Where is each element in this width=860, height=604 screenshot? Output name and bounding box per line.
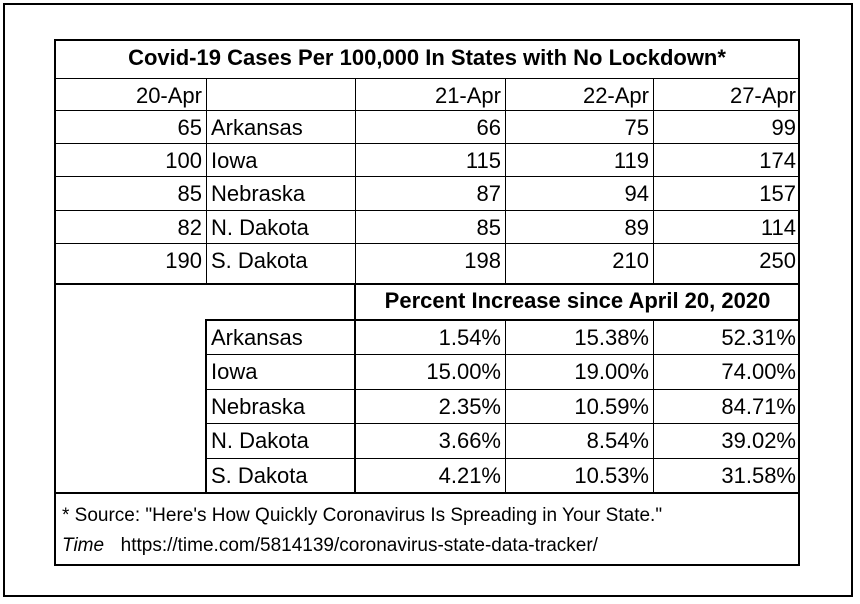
cell-state-name: S. Dakota xyxy=(211,247,308,273)
cell-percent-value: 84.71% xyxy=(721,393,796,419)
percent-state-name: Iowa xyxy=(211,359,258,385)
row-divider xyxy=(54,78,800,79)
row-divider xyxy=(54,242,800,244)
section-divider xyxy=(206,319,355,321)
cell-percent-value: 39.02% xyxy=(721,428,796,454)
column-header: 21-Apr xyxy=(434,83,501,108)
row-divider xyxy=(54,209,800,211)
cell-percent-value: 15.00% xyxy=(426,359,501,385)
row-divider xyxy=(54,176,800,178)
column-divider xyxy=(354,283,356,320)
cell-case-value: 89 xyxy=(624,214,649,240)
cell-state-name: N. Dakota xyxy=(211,214,309,240)
column-header: 27-Apr xyxy=(729,83,796,108)
cell-case-value: 198 xyxy=(464,247,501,273)
percent-state-name: N. Dakota xyxy=(211,428,309,454)
cell-case-value: 66 xyxy=(476,115,501,140)
row-divider xyxy=(54,143,800,145)
cell-case-value: 114 xyxy=(760,214,796,240)
table-title: Covid-19 Cases Per 100,000 In States wit… xyxy=(128,45,726,70)
percent-section-title: Percent Increase since April 20, 2020 xyxy=(384,288,771,313)
image-frame xyxy=(3,3,853,597)
cell-percent-value: 10.59% xyxy=(574,393,649,419)
source-publication: Time xyxy=(62,535,105,556)
row-divider xyxy=(206,354,800,356)
cell-state-name: Iowa xyxy=(211,148,258,174)
cell-percent-value: 15.38% xyxy=(574,325,649,350)
cell-percent-value: 2.35% xyxy=(438,393,501,419)
cell-base-value: 190 xyxy=(165,247,202,273)
source-url: https://time.com/5814139/coronavirus-sta… xyxy=(120,535,598,556)
cell-percent-value: 52.31% xyxy=(721,325,796,350)
source-url-line: Time https://time.com/5814139/coronaviru… xyxy=(62,532,598,560)
source-line: * Source: "Here's How Quickly Coronaviru… xyxy=(62,505,663,526)
cell-case-value: 157 xyxy=(759,181,796,207)
column-divider xyxy=(653,320,654,492)
cell-case-value: 174 xyxy=(759,148,796,174)
column-header: 20-Apr xyxy=(135,83,202,108)
cell-percent-value: 10.53% xyxy=(574,462,649,488)
cell-case-value: 85 xyxy=(476,214,501,240)
cell-percent-value: 3.66% xyxy=(438,428,501,454)
cell-case-value: 99 xyxy=(771,115,796,140)
column-divider xyxy=(206,78,207,283)
column-divider xyxy=(354,320,356,492)
row-divider xyxy=(206,423,800,425)
cell-percent-value: 74.00% xyxy=(721,359,796,385)
cell-base-value: 82 xyxy=(177,214,202,240)
percent-state-name: S. Dakota xyxy=(211,462,308,488)
cell-base-value: 85 xyxy=(177,181,202,207)
data-table xyxy=(54,39,800,566)
row-divider xyxy=(206,457,800,459)
cell-percent-value: 19.00% xyxy=(574,359,649,385)
cell-case-value: 87 xyxy=(476,181,501,207)
column-divider xyxy=(505,78,506,283)
cell-percent-value: 31.58% xyxy=(721,462,796,488)
cell-base-value: 65 xyxy=(177,115,202,140)
section-divider xyxy=(54,283,800,285)
cell-case-value: 210 xyxy=(612,247,649,273)
cell-percent-value: 4.21% xyxy=(438,462,501,488)
cell-case-value: 250 xyxy=(759,247,796,273)
row-divider xyxy=(54,110,800,111)
cell-state-name: Arkansas xyxy=(211,115,303,140)
column-divider xyxy=(653,78,654,283)
cell-case-value: 119 xyxy=(613,148,649,174)
cell-case-value: 94 xyxy=(624,181,649,207)
percent-state-name: Arkansas xyxy=(211,325,303,350)
cell-percent-value: 8.54% xyxy=(586,428,649,454)
section-divider xyxy=(355,319,800,321)
column-divider xyxy=(205,319,207,492)
row-divider xyxy=(206,388,800,390)
cell-state-name: Nebraska xyxy=(211,181,306,207)
percent-state-name: Nebraska xyxy=(211,393,306,419)
column-header: 22-Apr xyxy=(582,83,649,108)
section-divider xyxy=(54,492,800,494)
cell-percent-value: 1.54% xyxy=(438,325,501,350)
cell-base-value: 100 xyxy=(165,148,202,174)
cell-case-value: 75 xyxy=(624,115,649,140)
column-divider xyxy=(505,320,506,492)
column-divider xyxy=(355,78,356,283)
cell-case-value: 115 xyxy=(465,148,501,174)
